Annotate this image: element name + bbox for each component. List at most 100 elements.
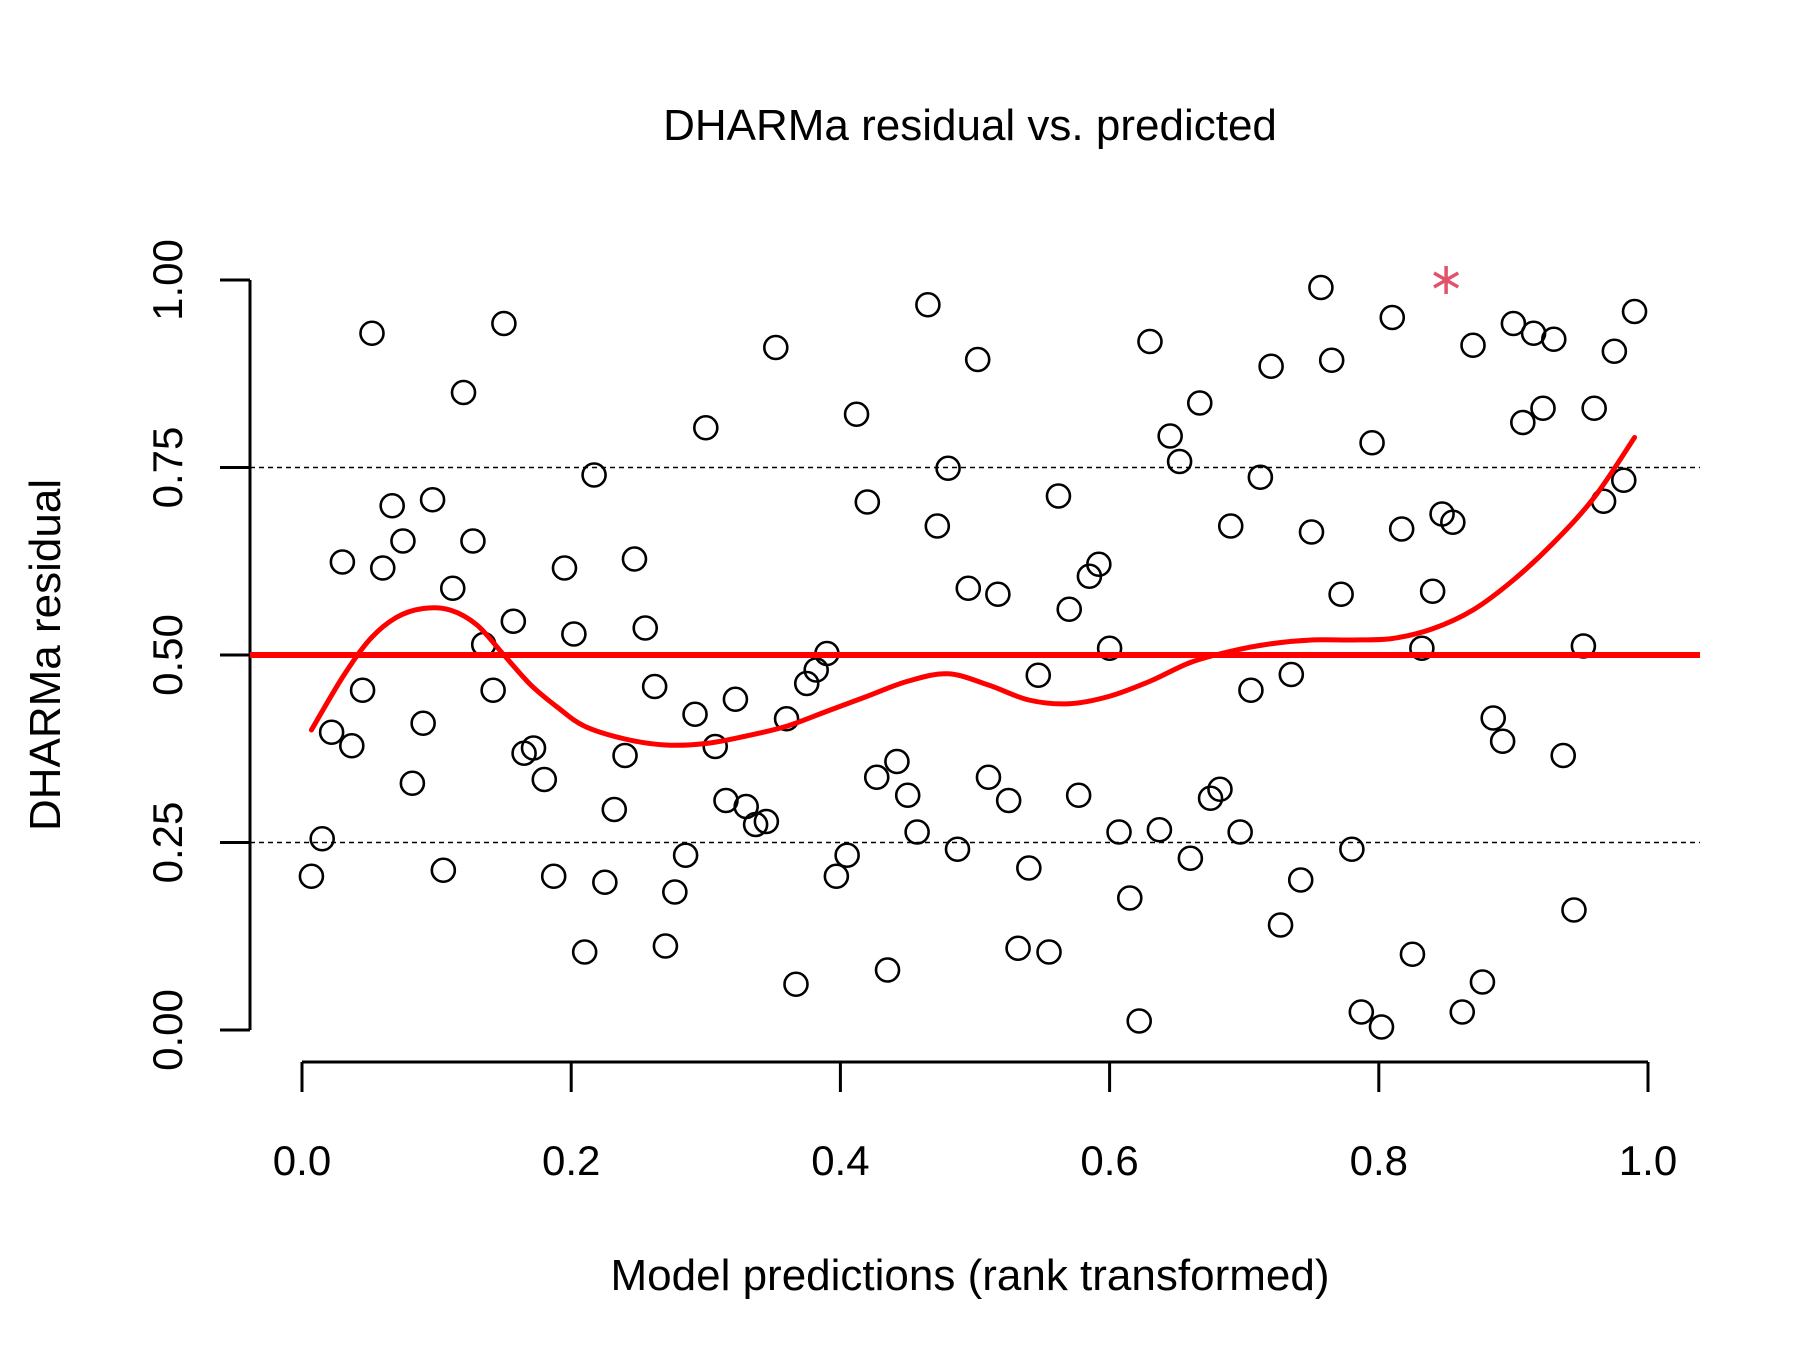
chart-title: DHARMa residual vs. predicted — [663, 101, 1277, 150]
data-point — [1096, 635, 1123, 662]
data-point — [1298, 519, 1325, 545]
x-tick-label: 0.0 — [273, 1137, 331, 1184]
data-point — [439, 575, 466, 602]
data-point — [1581, 395, 1607, 422]
x-axis: 0.0 0.2 0.4 0.6 0.8 1.0 — [273, 1060, 1677, 1184]
data-point — [349, 677, 376, 704]
data-point — [1186, 390, 1213, 416]
x-tick-label: 0.8 — [1350, 1137, 1408, 1184]
data-point — [1388, 516, 1415, 542]
data-point — [692, 414, 719, 441]
data-point — [641, 673, 668, 700]
data-point — [1328, 581, 1354, 608]
data-point — [1530, 395, 1556, 422]
data-point — [520, 735, 547, 761]
data-point — [1025, 662, 1052, 689]
data-point — [621, 546, 648, 572]
data-point — [1359, 429, 1385, 456]
data-point — [298, 863, 325, 890]
data-point — [884, 748, 910, 775]
data-point — [1267, 912, 1294, 938]
data-point — [1157, 423, 1183, 449]
data-point — [390, 528, 416, 554]
data-point — [329, 549, 356, 575]
data-point — [1247, 464, 1274, 491]
data-point — [581, 462, 607, 488]
data-point — [1610, 467, 1637, 494]
data-point — [1146, 816, 1173, 843]
data-point — [379, 492, 405, 519]
data-point — [1561, 897, 1587, 923]
data-point — [733, 793, 759, 820]
data-point — [369, 555, 396, 581]
data-point — [955, 575, 982, 602]
data-point — [672, 842, 699, 869]
y-tick-label: 0.75 — [144, 427, 191, 509]
data-point — [571, 939, 598, 965]
data-point — [1368, 1014, 1395, 1040]
data-point — [1489, 728, 1516, 755]
data-point — [339, 732, 365, 759]
data-point — [904, 819, 930, 845]
data-point — [612, 742, 638, 769]
data-point — [1258, 353, 1284, 380]
data-point — [1550, 742, 1577, 769]
data-point — [318, 719, 345, 746]
data-point — [1166, 448, 1193, 475]
y-tick-label: 0.00 — [144, 989, 191, 1071]
data-point — [964, 346, 991, 373]
data-point — [1399, 941, 1426, 968]
data-point — [551, 555, 578, 581]
data-point — [1106, 819, 1132, 845]
data-point — [480, 677, 506, 704]
data-point — [1409, 635, 1435, 662]
data-point — [682, 701, 708, 728]
y-tick-label: 0.25 — [144, 802, 191, 884]
data-point — [1469, 969, 1496, 995]
data-point — [1379, 304, 1406, 331]
data-point — [460, 528, 486, 554]
data-point — [652, 933, 679, 959]
data-point — [823, 863, 850, 890]
data-point — [783, 971, 809, 998]
x-tick-label: 1.0 — [1619, 1137, 1677, 1184]
data-point — [1045, 483, 1072, 509]
data-point — [561, 621, 587, 647]
data-point — [702, 733, 729, 760]
data-point — [935, 455, 961, 482]
data-point — [1601, 338, 1628, 365]
data-point — [1621, 298, 1648, 325]
scatter-points — [298, 274, 1648, 1040]
data-point — [1207, 776, 1233, 803]
data-point — [1540, 326, 1567, 353]
data-point — [1016, 855, 1042, 881]
data-point — [1197, 785, 1224, 812]
data-point — [1126, 1008, 1153, 1034]
data-point — [1065, 782, 1092, 809]
data-point — [540, 863, 567, 890]
data-point — [500, 608, 527, 635]
data-point — [863, 764, 890, 791]
data-point — [1318, 347, 1345, 374]
y-tick-label: 1.00 — [144, 239, 191, 321]
outlier-points — [1433, 266, 1460, 294]
x-axis-label: Model predictions (rank transformed) — [611, 1251, 1330, 1300]
data-point — [592, 869, 618, 896]
data-point — [1278, 661, 1305, 688]
data-point — [793, 670, 820, 697]
data-point — [1440, 509, 1466, 536]
data-point — [1419, 578, 1446, 605]
data-point — [1056, 596, 1083, 623]
data-point — [399, 770, 426, 797]
y-axis-label: DHARMa residual — [21, 479, 70, 831]
x-tick-label: 0.4 — [811, 1137, 869, 1184]
data-point — [722, 686, 749, 713]
data-point — [894, 782, 921, 809]
data-point — [1217, 513, 1244, 539]
data-point — [1238, 677, 1264, 704]
data-point — [975, 764, 1002, 791]
data-point — [430, 857, 457, 884]
data-point — [632, 615, 659, 641]
data-point — [1227, 819, 1253, 845]
